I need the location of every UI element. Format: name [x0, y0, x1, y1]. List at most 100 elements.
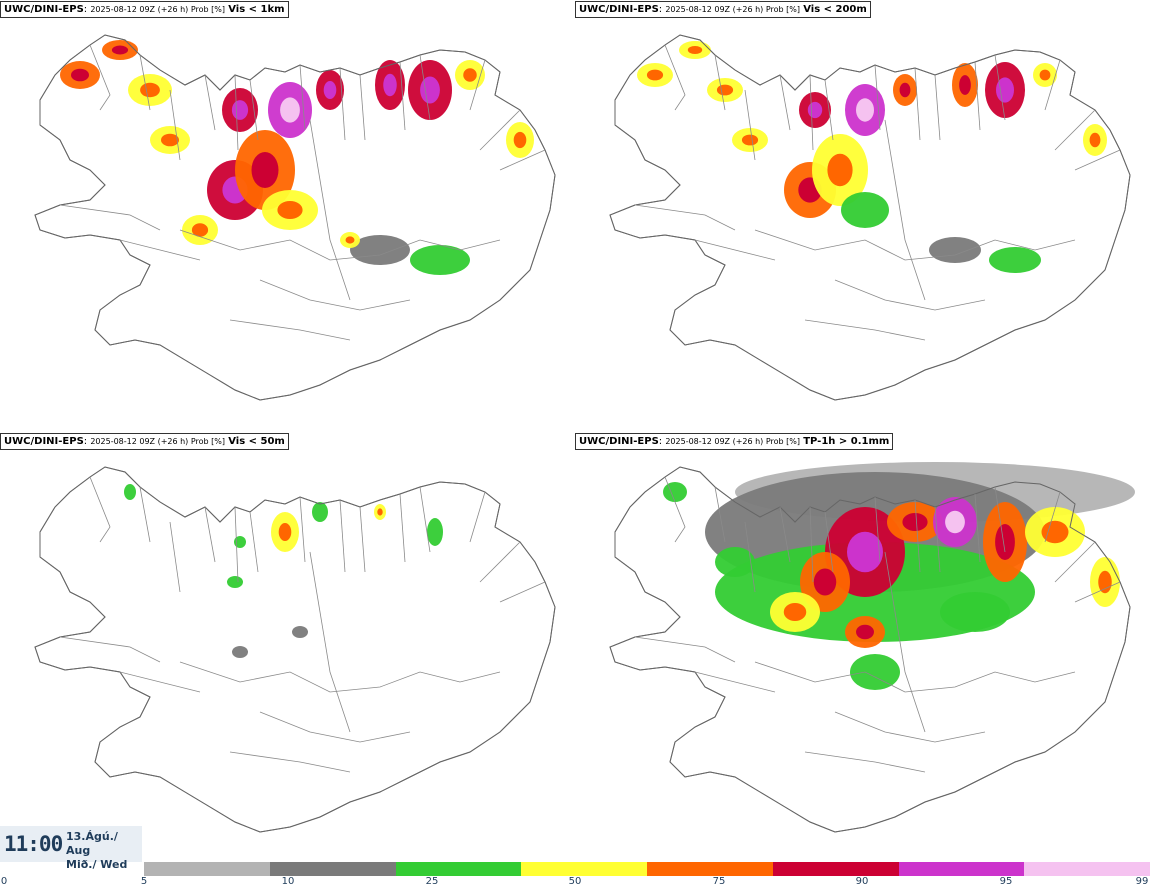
- variable-name: Vis < 200m: [803, 4, 867, 15]
- colorbar-segment: [395, 862, 522, 876]
- probability-core: [1089, 132, 1101, 148]
- colorbar-segment: [144, 862, 270, 876]
- border-line: [399, 61, 406, 131]
- probability-core: [71, 68, 89, 82]
- iceland-map: [609, 462, 1135, 833]
- probability-core: [420, 76, 440, 104]
- border-line: [229, 751, 351, 773]
- border-line: [634, 204, 736, 231]
- colorbar-tick-label: 75: [712, 876, 726, 887]
- probability-area: [350, 235, 410, 265]
- border-line: [824, 511, 834, 573]
- border-line: [974, 61, 981, 131]
- variable-name: Vis < 50m: [228, 436, 285, 447]
- probability-core: [996, 77, 1014, 103]
- probability-area: [850, 654, 900, 690]
- probability-core: [646, 69, 664, 81]
- probability-area: [929, 237, 981, 263]
- probability-core: [902, 513, 928, 531]
- probability-core: [383, 73, 397, 97]
- border-line: [974, 493, 981, 563]
- border-line: [179, 661, 501, 693]
- probability-core: [741, 134, 759, 146]
- border-line: [834, 279, 986, 311]
- probability-core: [856, 98, 874, 122]
- border-line: [744, 89, 756, 161]
- border-line: [169, 521, 181, 593]
- border-line: [694, 239, 776, 261]
- colorbar-tick-label: 95: [999, 876, 1013, 887]
- probability-core: [161, 133, 179, 147]
- probability-area: [234, 536, 246, 548]
- border-line: [714, 54, 726, 111]
- run-info: 2025-08-12 09Z (+26 h) Prob [%]: [90, 5, 226, 14]
- colorbar-segment: [269, 862, 396, 876]
- colorbar-tick-label: 0: [0, 876, 8, 887]
- probability-area: [989, 247, 1041, 273]
- colorbar-segment: [521, 862, 647, 876]
- colorbar-segment: [647, 862, 773, 876]
- border-line: [119, 671, 201, 693]
- probability-core: [463, 68, 477, 82]
- border-line: [59, 636, 161, 663]
- border-line: [994, 54, 1006, 121]
- border-line: [469, 491, 486, 543]
- border-line: [339, 67, 346, 141]
- valid-time-box: 11:00 13.Ágú./ Aug Mið./ Wed: [0, 826, 142, 871]
- probability-area: [227, 576, 243, 588]
- iceland-map: [34, 34, 556, 401]
- border-line: [934, 74, 941, 141]
- probability-area: [312, 502, 328, 522]
- border-line: [419, 54, 431, 121]
- probability-core: [278, 523, 292, 541]
- probability-core: [959, 75, 971, 95]
- border-line: [249, 79, 259, 141]
- border-line: [754, 229, 1076, 261]
- border-line: [359, 74, 366, 141]
- valid-date-line2: Mið./ Wed: [66, 858, 128, 871]
- colorbar: [144, 862, 1150, 876]
- border-line: [1054, 109, 1096, 151]
- colorbar-segment: [772, 862, 899, 876]
- panel-title: UWC/DINI-EPS: 2025-08-12 09Z (+26 h) Pro…: [0, 433, 289, 450]
- border-line: [809, 74, 814, 151]
- border-line: [834, 711, 986, 743]
- probability-area: [232, 646, 248, 658]
- border-line: [824, 79, 834, 141]
- border-line: [469, 59, 486, 111]
- coastline-overlay: [34, 34, 556, 401]
- panel-title: UWC/DINI-EPS: 2025-08-12 09Z (+26 h) Pro…: [575, 433, 894, 450]
- model-name: UWC/DINI-EPS: [579, 436, 659, 447]
- probability-core: [231, 100, 249, 120]
- probability-core: [377, 508, 383, 516]
- border-line: [139, 54, 151, 111]
- border-line: [479, 109, 521, 151]
- probability-core: [280, 97, 300, 123]
- colorbar-tick-label: 10: [281, 876, 295, 887]
- border-line: [694, 671, 776, 693]
- probability-core: [687, 45, 703, 55]
- border-line: [479, 541, 521, 583]
- model-name: UWC/DINI-EPS: [4, 4, 84, 15]
- model-name: UWC/DINI-EPS: [4, 436, 84, 447]
- border-line: [664, 44, 686, 111]
- panel-title: UWC/DINI-EPS: 2025-08-12 09Z (+26 h) Pro…: [0, 1, 289, 18]
- map-panel-vis-1km: UWC/DINI-EPS: 2025-08-12 09Z (+26 h) Pro…: [0, 0, 575, 430]
- coastline-overlay: [609, 34, 1131, 401]
- border-line: [884, 119, 926, 301]
- border-line: [234, 506, 239, 583]
- border-line: [874, 64, 881, 131]
- border-line: [259, 711, 411, 743]
- probability-area: [427, 518, 443, 546]
- border-line: [804, 751, 926, 773]
- border-line: [874, 496, 881, 563]
- probability-area: [292, 626, 308, 638]
- border-line: [259, 279, 411, 311]
- border-line: [914, 67, 921, 141]
- border-line: [934, 506, 941, 573]
- border-line: [249, 511, 259, 573]
- probability-core: [807, 101, 823, 119]
- border-line: [499, 581, 546, 603]
- border-line: [89, 44, 111, 111]
- colorbar-tick-label: 90: [855, 876, 869, 887]
